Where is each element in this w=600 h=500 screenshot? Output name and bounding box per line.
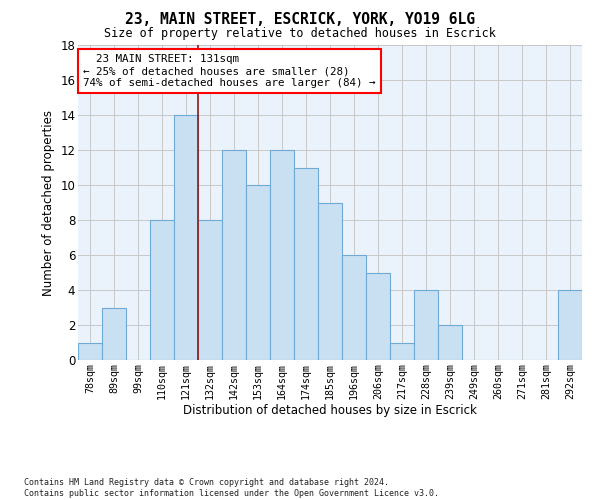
Bar <box>414 290 438 360</box>
Bar <box>318 202 342 360</box>
Text: 23 MAIN STREET: 131sqm
← 25% of detached houses are smaller (28)
74% of semi-det: 23 MAIN STREET: 131sqm ← 25% of detached… <box>83 54 376 88</box>
X-axis label: Distribution of detached houses by size in Escrick: Distribution of detached houses by size … <box>183 404 477 417</box>
Text: Size of property relative to detached houses in Escrick: Size of property relative to detached ho… <box>104 28 496 40</box>
Bar <box>342 255 366 360</box>
Bar <box>558 290 582 360</box>
Text: 23, MAIN STREET, ESCRICK, YORK, YO19 6LG: 23, MAIN STREET, ESCRICK, YORK, YO19 6LG <box>125 12 475 28</box>
Bar <box>438 325 462 360</box>
Bar <box>390 342 414 360</box>
Bar <box>246 185 270 360</box>
Bar <box>150 220 174 360</box>
Bar <box>102 308 126 360</box>
Bar <box>174 115 198 360</box>
Y-axis label: Number of detached properties: Number of detached properties <box>41 110 55 296</box>
Bar <box>270 150 294 360</box>
Bar <box>222 150 246 360</box>
Bar <box>78 342 102 360</box>
Text: Contains HM Land Registry data © Crown copyright and database right 2024.
Contai: Contains HM Land Registry data © Crown c… <box>24 478 439 498</box>
Bar <box>198 220 222 360</box>
Bar <box>294 168 318 360</box>
Bar <box>366 272 390 360</box>
